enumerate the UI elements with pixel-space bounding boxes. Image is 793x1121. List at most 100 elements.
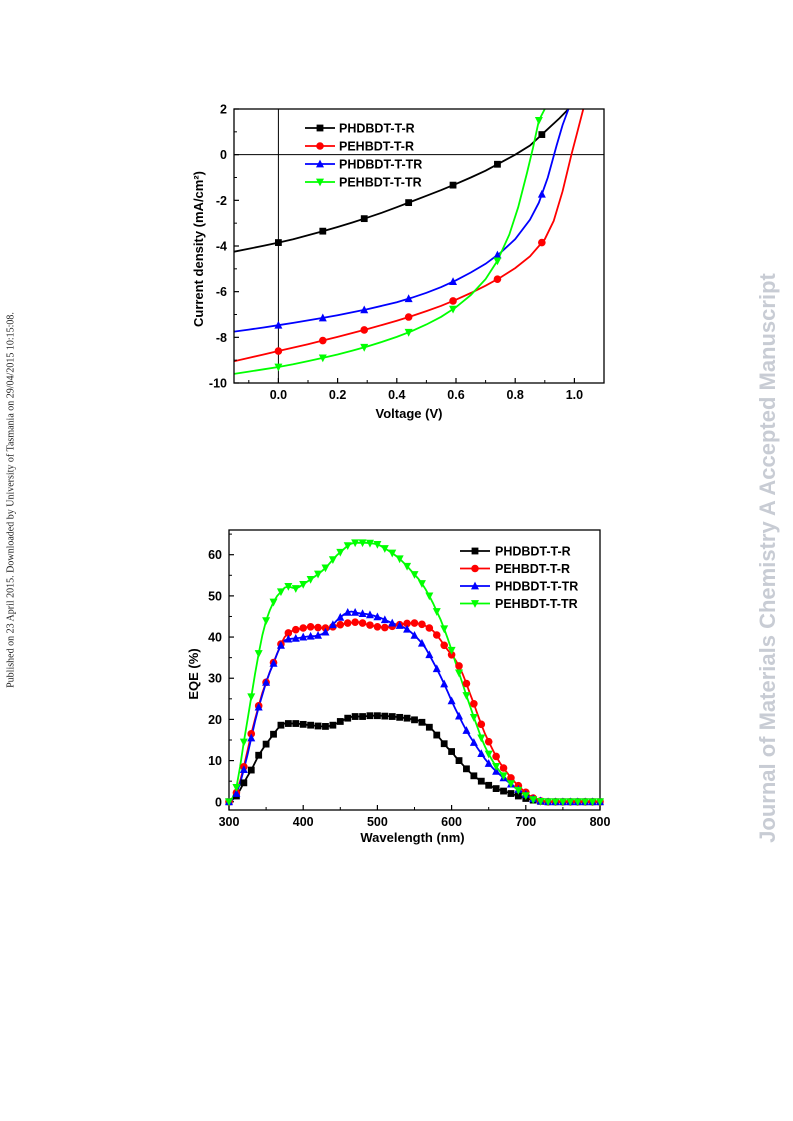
jv-series-3-point <box>360 305 369 314</box>
eqe-series-2-point <box>447 650 456 659</box>
eqe-series-2-point <box>425 624 434 632</box>
jv-series-4-point <box>360 343 369 352</box>
eqe-series-1-point <box>470 772 478 780</box>
eqe-y-axis-title: EQE (%) <box>186 648 201 699</box>
jv-series-1-point <box>449 181 457 189</box>
jv-series-1-point <box>538 131 546 138</box>
eqe-series-4-point <box>551 798 560 807</box>
jv-legend-marker-4 <box>316 178 324 187</box>
jv-legend-label-1: PHDBDT-T-R <box>339 122 415 136</box>
jv-series-4-point <box>404 328 413 337</box>
eqe-series-3-point <box>262 677 271 686</box>
eqe-series-3-point <box>314 631 323 639</box>
eqe-series-3-point <box>269 659 278 667</box>
eqe-series-3-point <box>299 632 308 641</box>
eqe-series-2-point <box>314 623 322 632</box>
jv-y-tick-label: -4 <box>216 240 227 254</box>
eqe-series-4-point <box>596 798 604 807</box>
jv-legend-label-4: PEHBDT-T-TR <box>339 176 422 190</box>
eqe-series-3-point <box>395 621 404 629</box>
eqe-series-1-point <box>425 723 433 731</box>
eqe-legend-marker-4 <box>471 600 479 608</box>
eqe-legend-label-1: PHDBDT-T-R <box>495 545 571 559</box>
eqe-series-1-point <box>299 720 307 728</box>
jv-series-2-point <box>493 275 502 283</box>
eqe-series-4-point <box>388 549 397 558</box>
jv-series-3-point <box>274 320 283 329</box>
eqe-series-4-point <box>306 576 315 584</box>
eqe-series-4-point <box>247 693 256 702</box>
eqe-series-4-point <box>276 588 285 597</box>
eqe-series-3-point <box>373 612 382 621</box>
eqe-series-3-point <box>247 733 256 742</box>
eqe-series-3-point <box>254 702 263 711</box>
eqe-series-4-point <box>469 713 478 722</box>
eqe-series-4-point <box>239 738 248 747</box>
jv-series-line-2 <box>234 109 585 363</box>
eqe-series-3-point <box>321 627 330 636</box>
jv-x-tick-label: 0.6 <box>447 388 464 402</box>
eqe-series-3-point <box>455 711 464 720</box>
eqe-series-3-point <box>477 749 486 757</box>
eqe-series-3-point <box>232 789 241 797</box>
eqe-series-1-point <box>440 740 448 748</box>
jv-x-tick-label: 0.4 <box>388 388 405 402</box>
jv-x-tick-label: 1.0 <box>566 388 583 402</box>
eqe-series-1-point <box>240 779 248 787</box>
eqe-series-2-point <box>499 764 508 772</box>
eqe-series-line-2 <box>228 621 600 803</box>
jv-y-axis-title: Current density (mA/cm²) <box>191 171 206 327</box>
eqe-series-3-point <box>410 631 419 639</box>
eqe-series-1-point <box>247 766 255 774</box>
eqe-series-1-point <box>284 720 292 727</box>
eqe-series-3-point <box>469 738 478 746</box>
eqe-series-4-point <box>343 542 352 551</box>
eqe-series-3-point <box>447 696 456 705</box>
eqe-series-4-point <box>499 772 508 781</box>
eqe-series-4-point <box>447 646 456 655</box>
jv-y-tick-label: 2 <box>220 103 227 117</box>
eqe-series-3-point <box>432 664 441 673</box>
eqe-series-4-point <box>351 539 360 548</box>
eqe-series-4-point <box>529 796 538 805</box>
eqe-series-3-point <box>417 638 426 647</box>
jv-series-2-point <box>538 238 546 247</box>
eqe-series-2-point <box>351 618 359 627</box>
eqe-y-tick-label: 60 <box>208 548 222 562</box>
jv-series-2-point <box>360 326 369 334</box>
eqe-series-1-point <box>388 713 396 720</box>
eqe-series-3-point <box>351 607 360 616</box>
eqe-series-3-point <box>425 650 434 659</box>
jv-series-4-point <box>534 117 543 125</box>
eqe-series-1-point <box>485 781 493 789</box>
eqe-series-4-point <box>395 555 404 564</box>
eqe-series-1-point <box>262 740 270 748</box>
eqe-series-2-point <box>381 623 389 632</box>
eqe-legend-label-2: PEHBDT-T-R <box>495 562 570 576</box>
eqe-series-3-point <box>365 610 374 619</box>
eqe-x-tick-label: 600 <box>441 815 462 829</box>
eqe-series-1-point <box>492 785 500 792</box>
eqe-series-1-point <box>322 723 329 730</box>
eqe-series-2-point <box>358 619 367 627</box>
eqe-y-tick-label: 10 <box>208 754 222 768</box>
eqe-series-4-point <box>284 583 293 591</box>
eqe-series-2-point <box>507 774 515 782</box>
eqe-series-1-point <box>359 713 366 720</box>
eqe-series-2-point <box>477 720 486 729</box>
jv-y-tick-label: -8 <box>216 331 227 345</box>
eqe-series-1-point <box>477 777 485 785</box>
eqe-series-4-point <box>425 592 434 601</box>
eqe-series-4-point <box>455 669 464 678</box>
jv-legend-label-2: PEHBDT-T-R <box>339 140 414 154</box>
eqe-series-4-point <box>588 798 597 807</box>
jv-series-4-point <box>274 363 283 372</box>
jv-y-tick-label: -6 <box>216 285 227 299</box>
eqe-series-3-point <box>276 640 285 649</box>
eqe-series-4-point <box>269 598 278 607</box>
eqe-series-4-point <box>462 692 471 700</box>
jv-series-4-point <box>318 354 327 363</box>
eqe-y-tick-label: 0 <box>215 795 222 809</box>
